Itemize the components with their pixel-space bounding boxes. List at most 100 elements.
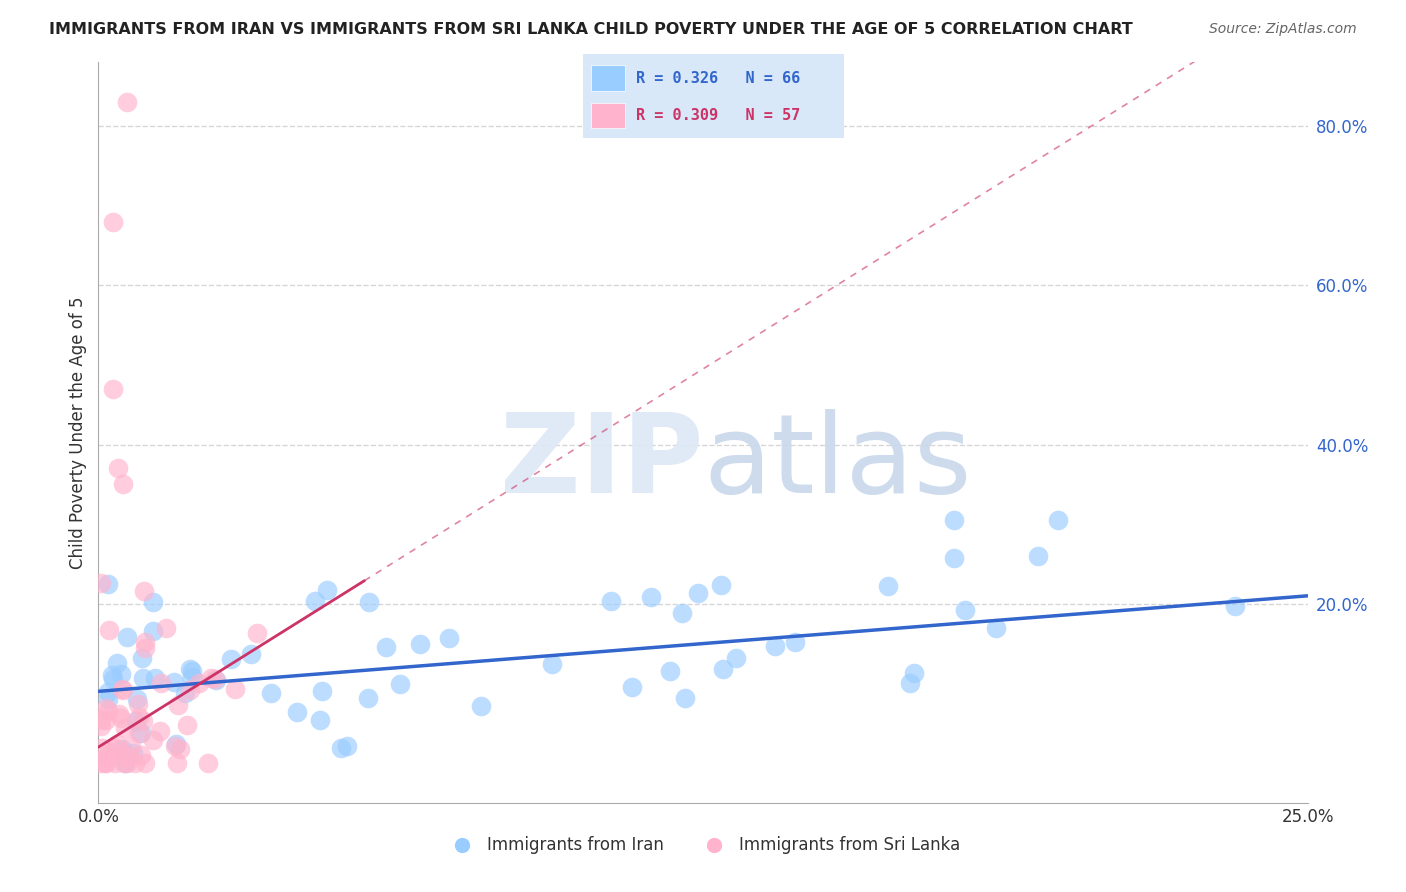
Point xyxy=(142,732,165,747)
Point xyxy=(101,672,124,686)
Point xyxy=(246,625,269,640)
Point xyxy=(640,590,662,604)
Point xyxy=(118,748,141,763)
Point xyxy=(90,756,112,770)
Point xyxy=(97,576,120,591)
Point xyxy=(98,745,121,759)
Point xyxy=(287,705,309,719)
Point xyxy=(142,595,165,609)
Point xyxy=(197,756,219,770)
Point xyxy=(658,664,681,678)
Point xyxy=(134,640,156,655)
Point xyxy=(115,756,138,770)
Point xyxy=(375,640,398,655)
Point xyxy=(94,756,117,770)
Point xyxy=(165,737,187,751)
Point xyxy=(128,726,150,740)
Point xyxy=(877,578,900,592)
Point xyxy=(98,624,121,638)
Point xyxy=(127,697,149,711)
Point xyxy=(111,681,134,696)
Point xyxy=(671,606,693,620)
Bar xyxy=(592,65,626,91)
Point xyxy=(179,662,201,676)
Point xyxy=(673,691,696,706)
Point xyxy=(107,461,129,475)
Point xyxy=(900,676,922,690)
Point xyxy=(101,382,124,396)
Point xyxy=(143,672,166,686)
Point xyxy=(97,704,120,718)
Point xyxy=(984,621,1007,635)
Point xyxy=(90,713,112,727)
Point xyxy=(330,741,353,756)
Point xyxy=(97,685,120,699)
Point xyxy=(110,711,132,725)
Legend: Immigrants from Iran, Immigrants from Sri Lanka: Immigrants from Iran, Immigrants from Sr… xyxy=(439,830,967,861)
Point xyxy=(409,637,432,651)
Text: Source: ZipAtlas.com: Source: ZipAtlas.com xyxy=(1209,22,1357,37)
Point xyxy=(240,647,263,661)
Point xyxy=(131,726,153,740)
Point xyxy=(115,630,138,644)
Point xyxy=(942,550,965,565)
Point xyxy=(541,657,564,671)
Point xyxy=(124,714,146,728)
Point xyxy=(90,740,112,755)
Point xyxy=(114,721,136,735)
Point xyxy=(437,631,460,645)
Point xyxy=(169,741,191,756)
Y-axis label: Child Poverty Under the Age of 5: Child Poverty Under the Age of 5 xyxy=(69,296,87,569)
Text: ZIP: ZIP xyxy=(499,409,703,516)
Point xyxy=(108,706,131,721)
Point xyxy=(128,710,150,724)
Point xyxy=(710,578,733,592)
Point xyxy=(120,739,142,754)
Point xyxy=(200,671,222,685)
Point xyxy=(134,584,156,599)
Point xyxy=(155,621,177,635)
Point xyxy=(134,756,156,770)
Point xyxy=(309,713,332,727)
Point xyxy=(117,95,139,110)
Point xyxy=(1026,549,1049,564)
Point xyxy=(953,603,976,617)
Point xyxy=(90,575,112,590)
Point xyxy=(122,747,145,761)
Point xyxy=(163,739,186,753)
Point xyxy=(187,676,209,690)
Point xyxy=(179,682,201,697)
Point xyxy=(357,595,380,609)
Text: IMMIGRANTS FROM IRAN VS IMMIGRANTS FROM SRI LANKA CHILD POVERTY UNDER THE AGE OF: IMMIGRANTS FROM IRAN VS IMMIGRANTS FROM … xyxy=(49,22,1133,37)
Point xyxy=(711,662,734,676)
Point xyxy=(163,674,186,689)
Text: R = 0.309   N = 57: R = 0.309 N = 57 xyxy=(636,108,800,123)
Point xyxy=(129,748,152,763)
Point xyxy=(180,669,202,683)
Point xyxy=(166,756,188,770)
Point xyxy=(132,714,155,728)
Point xyxy=(304,594,326,608)
Point xyxy=(111,747,134,762)
Point xyxy=(105,657,128,671)
Point xyxy=(105,737,128,751)
Point xyxy=(336,739,359,753)
Point xyxy=(94,756,117,770)
Text: atlas: atlas xyxy=(703,409,972,516)
Point xyxy=(470,699,492,714)
Point xyxy=(176,717,198,731)
Point xyxy=(112,756,135,770)
Point xyxy=(131,651,153,665)
Point xyxy=(131,671,153,685)
Point xyxy=(111,477,134,491)
Point xyxy=(111,683,134,698)
Point xyxy=(943,513,966,527)
Point xyxy=(150,676,173,690)
Point xyxy=(96,700,118,714)
Point xyxy=(1046,513,1069,527)
Point xyxy=(104,740,127,755)
Point xyxy=(688,586,710,600)
Point xyxy=(356,690,378,705)
Point xyxy=(167,698,190,712)
Point xyxy=(101,214,124,228)
